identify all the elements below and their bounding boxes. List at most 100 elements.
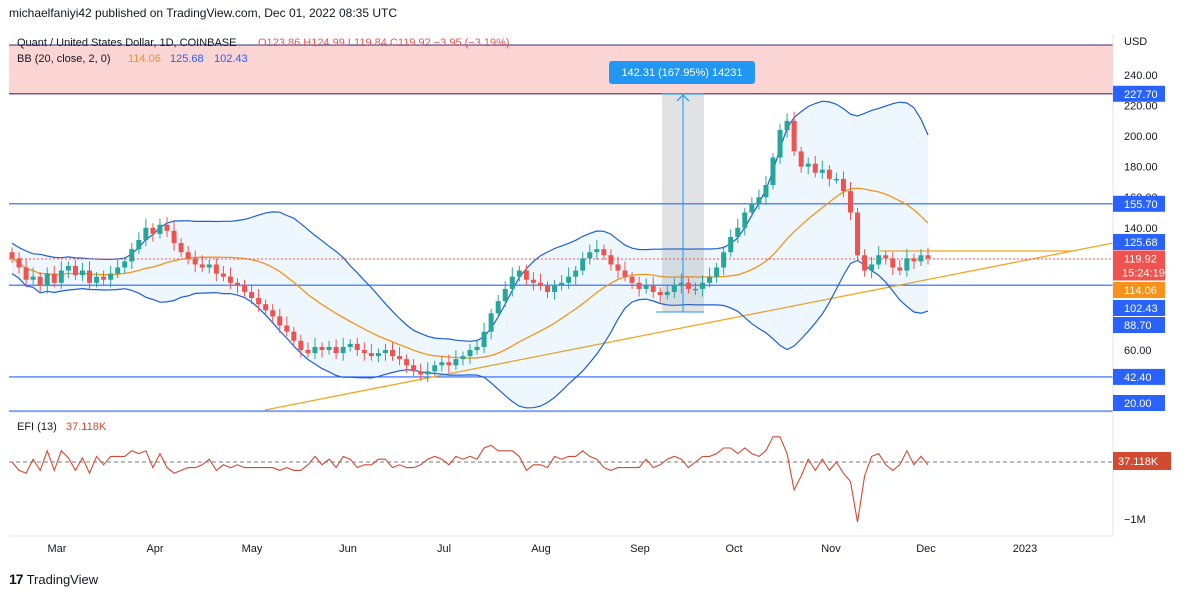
tradingview-logo-icon: 17 [9,571,24,587]
efi-value-box [1113,452,1171,470]
candle-body [136,240,142,250]
efi-legend-name: EFI (13) [17,421,57,433]
publish-info: michaelfaniyi42 published on TradingView… [9,6,398,20]
candle-body [312,346,318,354]
candle-body [354,343,360,350]
candle-body [51,273,57,283]
candle-body [9,252,15,259]
candle-body [256,298,262,305]
price-label: 42.40 [1124,372,1152,384]
candle-body [37,276,43,286]
candle-body [707,276,713,283]
price-tick: 140.00 [1124,223,1158,235]
candle-body [368,353,374,357]
candle-body [876,255,882,265]
candle-body [855,212,861,256]
candle-body [847,191,853,213]
candle-body [502,288,508,302]
candle-body [333,346,339,354]
candle-body [347,343,353,347]
candle-body [608,255,614,265]
time-label: Aug [531,543,551,555]
time-label: Oct [725,543,742,555]
candle-body [234,282,240,286]
candle-body [685,282,691,289]
candle-body [784,120,790,130]
candle-body [918,255,924,262]
candle-body [636,282,642,289]
candle-body [523,270,529,280]
measure-label: 142.31 (167.95%) 14231 [621,67,742,79]
candle-body [714,267,720,277]
price-label-box [1113,85,1165,102]
candle-body [206,264,212,268]
candle-body [44,273,50,286]
candle-body [925,255,931,259]
candle-body [16,258,22,268]
time-label: May [242,543,263,555]
time-axis-labels: Mar Apr May Jun Jul Aug Sep Oct Nov Dec 2023 [48,543,1038,555]
candle-body [495,301,501,314]
price-label: 114.06 [1124,285,1157,297]
candle-body [862,255,868,271]
time-label: 2023 [1013,543,1037,555]
candle-body [537,282,543,286]
candle-body [220,273,226,277]
efi-tick: −1M [1124,514,1146,526]
candle-body [601,249,607,256]
efi-legend-value: 37.118K [66,421,107,433]
candle-body [573,270,579,277]
candle-body [643,285,649,289]
candle-body [178,243,184,253]
price-axis-ticks: 240.00220.00200.00180.00160.00140.0060.0… [1124,70,1158,357]
candle-body [911,258,917,262]
candle-body [587,252,593,259]
candle-body [580,258,586,271]
candle-body [30,276,36,280]
candle-body [552,285,558,292]
countdown-label: 15:24:19 [1122,267,1165,279]
ascending-trendline[interactable] [264,242,1114,411]
time-label: Apr [146,543,163,555]
price-tick: 240.00 [1124,70,1158,82]
candle-body [516,270,522,277]
candle-body [439,362,445,366]
price-tick: 220.00 [1124,101,1158,113]
price-label: 227.70 [1124,89,1158,101]
ohlc-values: O123.86 H124.99 L119.84 C119.92 −3.95 (−… [258,37,510,49]
candle-body [87,270,93,283]
candle-body [770,157,776,185]
bollinger-lower-band [11,259,929,409]
candle-body [65,265,71,271]
candle-body [721,252,727,268]
candle-body [700,282,706,289]
measure-label-box [609,61,755,84]
candle-body [72,265,78,276]
candle-body [213,264,219,274]
tradingview-logo[interactable]: 17 TradingView [9,571,98,587]
candle-body [453,359,459,366]
efi-value-label: 37.118K [1118,456,1159,468]
price-label-box [1113,250,1165,281]
tradingview-brand: TradingView [26,571,99,587]
candle-body [150,227,156,234]
candle-body [108,273,114,280]
candle-body [509,276,515,289]
currency-label: USD [1124,36,1147,48]
efi-line [11,436,929,523]
candle-body [481,331,487,347]
symbol-name: Quant / United States Dollar, 1D, COINBA… [17,37,236,49]
candle-body [361,350,367,354]
candle-body [404,359,410,366]
candle-body [129,249,135,262]
bb-legend-lower: 102.43 [214,53,248,65]
candle-body [305,350,311,354]
candle-body [869,264,875,271]
candle-body [446,362,452,366]
candle-body [890,258,896,268]
candle-body [460,356,466,360]
candle-body [530,279,536,283]
candle-body [319,346,325,350]
candle-body [883,255,889,259]
candle-body [664,291,670,295]
